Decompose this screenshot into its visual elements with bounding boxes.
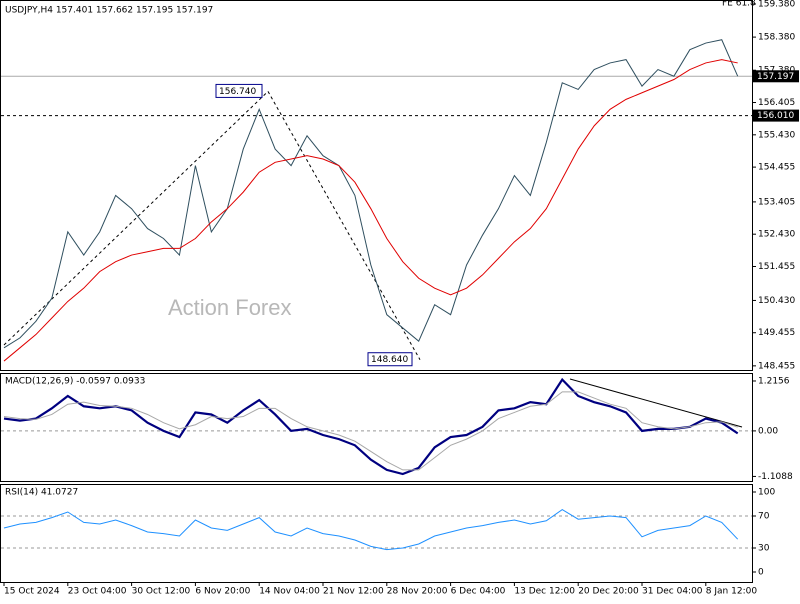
series-line — [3, 391, 738, 471]
series-line — [3, 377, 739, 476]
series-line — [3, 509, 739, 551]
series-line — [3, 59, 738, 362]
annotation-label: 156.740 — [219, 87, 256, 97]
x-tick-label: 14 Nov 04:00 — [259, 587, 320, 597]
annotation-box — [367, 352, 413, 367]
watermark: Action Forex — [168, 295, 292, 320]
y-tick-label: 151.455 — [758, 262, 795, 272]
y-tick-label: 158.380 — [758, 33, 795, 43]
fib-line — [3, 91, 269, 346]
price-box-label: 157.197 — [757, 72, 794, 82]
y-tick-label: 156.405 — [758, 98, 795, 108]
y-tick-label: 152.430 — [758, 230, 795, 240]
price-box — [753, 70, 799, 83]
rsi-title: RSI(14) 41.0727 — [5, 488, 78, 498]
y-tick-label: 100 — [758, 488, 775, 498]
x-tick-label: 30 Oct 12:00 — [132, 587, 191, 597]
y-tick-label: -1.1088 — [758, 472, 793, 482]
x-tick-label: 20 Dec 20:00 — [578, 587, 639, 597]
x-tick-label: 28 Nov 20:00 — [387, 587, 448, 597]
annotation-label: 148.640 — [371, 355, 408, 365]
y-tick-label: 154.455 — [758, 163, 795, 173]
y-tick-label: 149.455 — [758, 328, 795, 338]
x-tick-label: 13 Dec 12:00 — [514, 587, 575, 597]
y-tick-label: 70 — [758, 512, 770, 522]
x-tick-label: 8 Jan 12:00 — [706, 587, 758, 597]
x-tick-label: 31 Dec 04:00 — [642, 587, 703, 597]
y-tick-label: 150.430 — [758, 296, 795, 306]
macd-panel — [0, 373, 753, 482]
price-title: USDJPY,H4 157.401 157.662 157.195 157.19… — [5, 6, 213, 16]
x-tick-label: 21 Nov 12:00 — [323, 587, 384, 597]
x-tick-label: 15 Oct 2024 — [4, 587, 60, 597]
price-panel — [0, 0, 753, 371]
y-tick-label: 0 — [758, 568, 764, 578]
y-tick-label: 155.430 — [758, 130, 795, 140]
y-tick-label: 148.455 — [758, 361, 795, 371]
price-box-label: 156.010 — [757, 111, 794, 121]
macd-title: MACD(12,26,9) -0.0597 0.0933 — [5, 377, 145, 387]
y-tick-label: 159.380 — [758, 0, 795, 9]
y-tick-label: 153.405 — [758, 197, 795, 207]
y-tick-label: 0.00 — [758, 426, 778, 436]
y-tick-label: 1.2156 — [758, 376, 790, 386]
macd-trendline — [569, 378, 743, 428]
x-tick-label: 6 Nov 20:00 — [195, 587, 250, 597]
x-tick-label: 6 Dec 04:00 — [451, 587, 506, 597]
x-tick-label: 23 Oct 04:00 — [68, 587, 127, 597]
corner-label: FE 61.8 — [722, 0, 756, 9]
annotation-box — [215, 83, 263, 98]
price-box — [753, 109, 799, 122]
rsi-panel — [0, 484, 753, 583]
series-line — [3, 39, 739, 349]
y-tick-label: 30 — [758, 544, 770, 554]
